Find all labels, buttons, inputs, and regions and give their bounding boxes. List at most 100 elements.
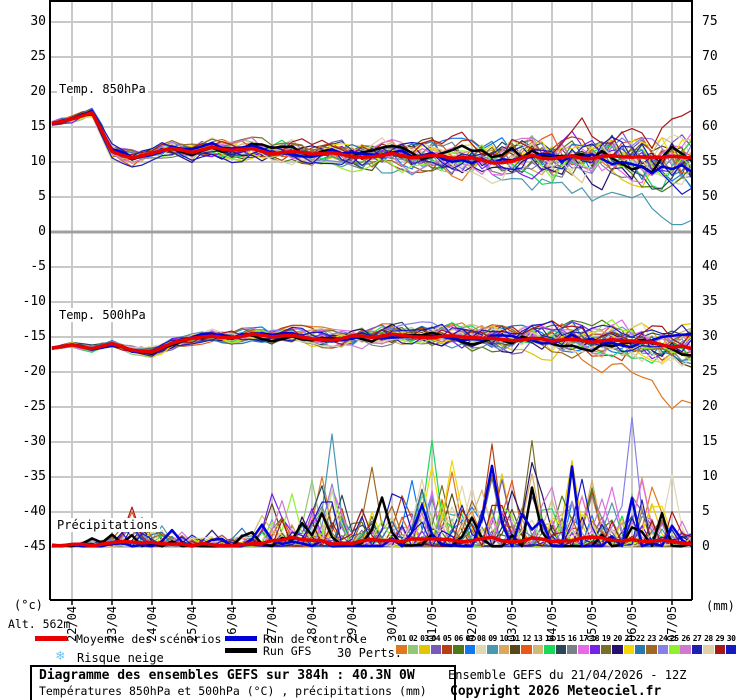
pert-color-swatch xyxy=(589,645,600,654)
pert-color-swatch xyxy=(612,645,623,654)
mean-line-label: Moyenne des scénarios xyxy=(76,632,222,646)
pert-color-swatch xyxy=(532,645,544,654)
pert-color-swatch xyxy=(680,645,691,654)
pert-number: 28 xyxy=(704,634,713,643)
x-axis-date-label: 04/05 xyxy=(545,606,559,642)
pert-legend-item: 02 xyxy=(407,634,419,654)
pert-number: 05 xyxy=(442,634,452,643)
diagram-subtitle: Températures 850hPa et 500hPa (°C) , pré… xyxy=(39,684,427,698)
temp500-panel-label: Temp. 500hPa xyxy=(57,308,148,322)
right-axis-tick: 30 xyxy=(702,329,718,344)
left-axis-tick: 10 xyxy=(30,154,46,169)
left-axis-tick: 20 xyxy=(30,84,46,99)
perts-count-label: 30 Perts. xyxy=(337,646,403,660)
right-axis-tick: 0 xyxy=(702,539,710,554)
pert-legend-item: 30 xyxy=(725,634,737,654)
pert-color-swatch xyxy=(464,645,476,654)
pert-number: 06 xyxy=(454,634,463,643)
pert-legend-item: 17 xyxy=(578,634,589,654)
diagram-title-box: Diagramme des ensembles GEFS sur 384h : … xyxy=(30,665,456,700)
right-axis-tick: 75 xyxy=(702,14,718,29)
pert-number: 21 xyxy=(624,634,634,643)
x-axis-date-label: 24/04 xyxy=(145,606,159,642)
pert-legend-item: 23 xyxy=(646,634,657,654)
copyright-label: Copyright 2026 Meteociel.fr xyxy=(450,684,662,699)
pert-legend-item: 07 xyxy=(464,634,476,654)
left-axis-unit-label: (°c) xyxy=(14,598,43,612)
pert-legend-item: 21 xyxy=(623,634,635,654)
pert-number: 12 xyxy=(522,634,531,643)
left-axis-tick: -20 xyxy=(22,364,46,379)
pert-color-swatch xyxy=(544,645,555,654)
pert-number: 13 xyxy=(533,634,543,643)
pert-color-swatch xyxy=(646,645,657,654)
left-axis-tick: -25 xyxy=(22,399,46,414)
pert-color-swatch xyxy=(476,645,487,654)
pert-color-swatch xyxy=(498,645,510,654)
pert-number: 17 xyxy=(579,634,588,643)
x-axis-date-label: 25/04 xyxy=(185,606,199,642)
pert-number: 23 xyxy=(647,634,656,643)
right-axis-tick: 25 xyxy=(702,364,718,379)
snowflake-icon: ❄ xyxy=(56,648,65,664)
pert-color-swatch xyxy=(714,645,725,654)
pert-legend-item: 03 xyxy=(419,634,430,654)
pert-legend-item: 10 xyxy=(498,634,510,654)
control-line-swatch xyxy=(225,636,257,641)
diagram-title: Diagramme des ensembles GEFS sur 384h : … xyxy=(39,668,415,683)
pert-legend-item: 01 xyxy=(396,634,407,654)
pert-number: 24 xyxy=(658,634,668,643)
right-axis-tick: 20 xyxy=(702,399,718,414)
pert-legend-item: 24 xyxy=(657,634,669,654)
pert-color-swatch xyxy=(623,645,635,654)
left-axis-tick: -5 xyxy=(30,259,46,274)
right-axis-tick: 10 xyxy=(702,469,718,484)
x-axis-date-label: 05/05 xyxy=(585,606,599,642)
x-axis-date-label: 07/05 xyxy=(665,606,679,642)
altitude-label: Alt. 562m xyxy=(8,617,71,631)
pert-legend-item: 15 xyxy=(555,634,566,654)
x-axis-date-label: 22/04 xyxy=(65,606,79,642)
left-axis-tick: -10 xyxy=(22,294,46,309)
right-axis-tick: 65 xyxy=(702,84,718,99)
pert-number: 22 xyxy=(635,634,645,643)
left-axis-tick: -35 xyxy=(22,469,46,484)
pert-legend-item: 12 xyxy=(521,634,532,654)
x-axis-date-label: 23/04 xyxy=(105,606,119,642)
pert-color-swatch xyxy=(691,645,703,654)
left-axis-tick: 0 xyxy=(38,224,46,239)
pert-number: 07 xyxy=(465,634,475,643)
left-axis-tick: 30 xyxy=(30,14,46,29)
pert-number: 15 xyxy=(556,634,566,643)
pert-number: 16 xyxy=(567,634,577,643)
x-axis-date-label: 06/05 xyxy=(625,606,639,642)
x-axis-date-label: 30/04 xyxy=(385,606,399,642)
pert-color-swatch xyxy=(407,645,419,654)
pert-legend-item: 20 xyxy=(612,634,623,654)
pert-color-swatch xyxy=(669,645,680,654)
right-axis-tick: 45 xyxy=(702,224,718,239)
x-axis-date-label: 28/04 xyxy=(305,606,319,642)
right-axis-tick: 40 xyxy=(702,259,718,274)
left-axis-tick: -15 xyxy=(22,329,46,344)
pert-color-swatch xyxy=(578,645,589,654)
pert-number: 19 xyxy=(601,634,611,643)
left-axis-tick: 5 xyxy=(38,189,46,204)
left-axis-tick: 15 xyxy=(30,119,46,134)
pert-legend-item: 19 xyxy=(600,634,612,654)
pert-number: 14 xyxy=(545,634,554,643)
right-axis-tick: 55 xyxy=(702,154,718,169)
right-axis-unit-label: (mm) xyxy=(706,599,735,613)
pert-color-swatch xyxy=(453,645,464,654)
pert-color-swatch xyxy=(441,645,453,654)
mean-line-swatch xyxy=(35,636,67,641)
pert-number: 18 xyxy=(590,634,600,643)
right-axis-tick: 15 xyxy=(702,434,718,449)
x-axis-date-label: 02/05 xyxy=(465,606,479,642)
pert-color-swatch xyxy=(396,645,407,654)
x-axis-date-label: 03/05 xyxy=(505,606,519,642)
snow-risk-label: Risque neige xyxy=(77,651,164,665)
pert-legend-item: 06 xyxy=(453,634,464,654)
pert-number: 29 xyxy=(715,634,725,643)
right-axis-tick: 35 xyxy=(702,294,718,309)
